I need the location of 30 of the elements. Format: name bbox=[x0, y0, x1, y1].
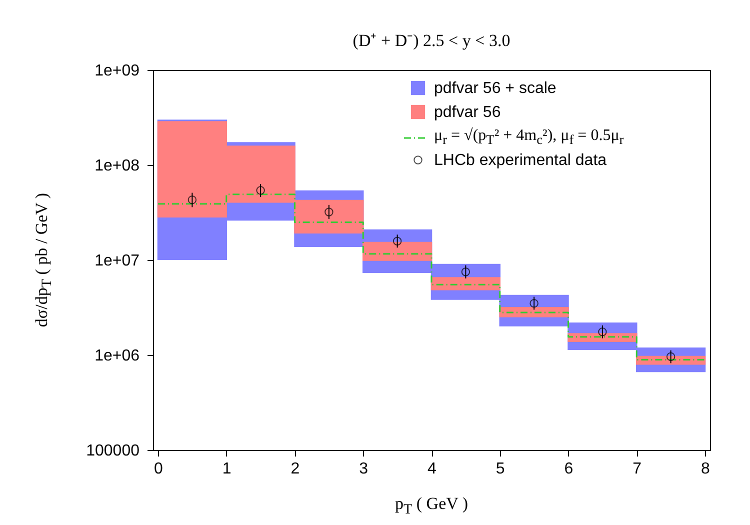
x-tick-label: 8 bbox=[701, 460, 710, 478]
x-tick-label: 4 bbox=[428, 460, 437, 478]
x-tick-label: 6 bbox=[564, 460, 574, 478]
y-tick-label: 1e+08 bbox=[94, 158, 140, 174]
legend-label: LHCb experimental data bbox=[434, 152, 607, 169]
y-tick-label: 1e+07 bbox=[94, 252, 140, 270]
x-tick-label: 1 bbox=[222, 460, 232, 478]
point bbox=[461, 268, 470, 276]
x-tick-label: 0 bbox=[154, 460, 164, 478]
y-tick-label: 100000 bbox=[86, 442, 140, 460]
point bbox=[530, 298, 538, 308]
point bbox=[666, 352, 676, 362]
point bbox=[598, 328, 607, 336]
point bbox=[188, 195, 197, 204]
text: μ$_{r}$ = √(p$_{T}$² + 4m$_{c}$²), μ$_{f}$ = 0.5μ$_{r}$ bbox=[434, 127, 624, 148]
y-tick-label: 1e+09 bbox=[94, 62, 140, 80]
x-tick-label: 3 bbox=[359, 460, 368, 478]
legend-label: pdfvar 56 + scale bbox=[434, 80, 556, 97]
x-axis-title: p$_{T}$ ( GeV ) bbox=[394, 494, 468, 518]
point bbox=[324, 208, 334, 216]
legend-label: pdfvar 56 bbox=[434, 104, 501, 121]
chart-title: (D⁺ + D⁻) 2.5 < y < 3.0 bbox=[352, 30, 510, 51]
point bbox=[392, 236, 402, 246]
x-tick-label: 7 bbox=[632, 460, 642, 478]
bar bbox=[430, 277, 500, 290]
x-tick-label: 2 bbox=[290, 460, 300, 478]
x-tick-label: 5 bbox=[496, 460, 505, 478]
bar bbox=[362, 242, 432, 261]
point bbox=[256, 186, 265, 195]
y-tick-label: 1e+06 bbox=[94, 348, 140, 364]
